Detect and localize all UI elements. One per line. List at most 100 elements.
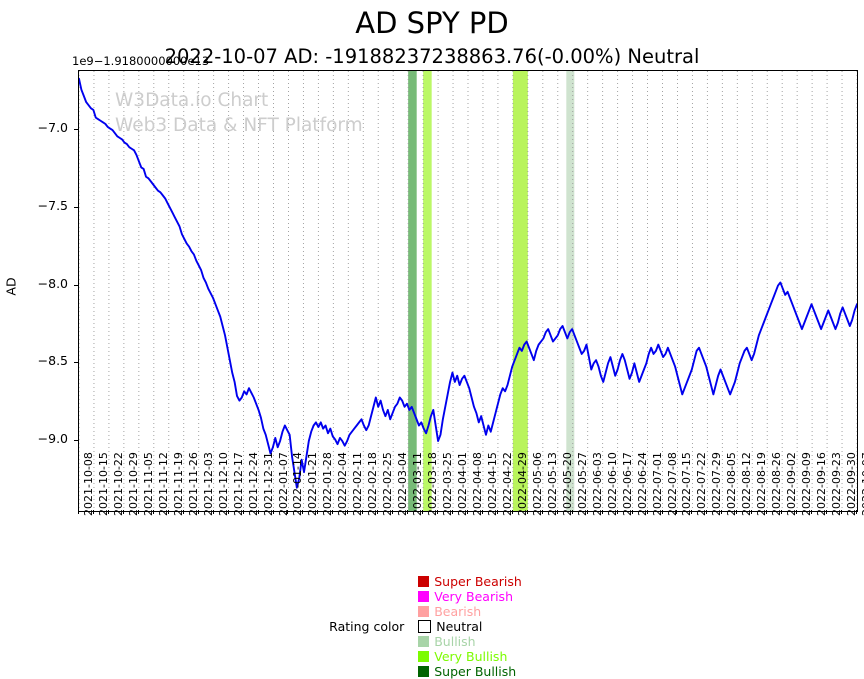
x-tick-mark	[122, 510, 124, 514]
gridlines-group	[79, 71, 857, 511]
legend-label: Very Bearish	[434, 588, 513, 604]
x-tick-mark	[78, 510, 79, 514]
legend-swatch	[418, 619, 432, 633]
x-tick-mark	[541, 510, 543, 514]
x-tick-label: 2022-10-07	[860, 452, 864, 516]
x-tick-mark	[796, 510, 798, 514]
x-tick-mark	[272, 510, 274, 514]
highlight-band	[566, 71, 575, 511]
x-tick-label: 2022-09-09	[800, 452, 814, 516]
x-tick-label: 2022-02-18	[366, 452, 380, 516]
legend-item[interactable]: Very Bullish	[418, 649, 522, 664]
x-tick-mark	[242, 510, 244, 514]
x-tick-label: 2022-06-03	[590, 452, 604, 516]
x-tick-mark	[481, 510, 483, 514]
x-tick-mark	[826, 510, 828, 514]
chart-root: AD SPY PD 2022-10-07 AD: -19188237238863…	[0, 6, 864, 679]
legend-item[interactable]: Bullish	[418, 634, 522, 649]
legend-label: Super Bullish	[434, 663, 517, 679]
data-line-group	[79, 77, 857, 489]
legend-label: Very Bullish	[434, 648, 508, 664]
highlight-bands-group	[408, 71, 575, 511]
x-tick-mark	[302, 510, 304, 514]
x-tick-label: 2022-08-26	[770, 452, 784, 516]
highlight-band	[512, 71, 528, 511]
x-tick-mark	[526, 510, 528, 514]
y-tick-label: −7.0	[37, 120, 68, 136]
legend-item[interactable]: Neutral	[418, 619, 522, 634]
x-tick-mark	[257, 510, 259, 514]
x-tick-mark	[167, 510, 169, 514]
legend-title: Rating color	[329, 618, 405, 634]
y-axis-offset-text: 1e9−1.9180000000e13	[72, 54, 210, 68]
x-tick-mark	[452, 510, 454, 514]
x-tick-label: 2022-04-15	[485, 452, 499, 516]
x-tick-mark	[317, 510, 319, 514]
x-tick-label: 2021-11-19	[171, 452, 185, 516]
x-tick-mark	[467, 510, 468, 514]
x-tick-label: 2022-07-29	[710, 452, 724, 516]
x-tick-label: 2022-07-15	[680, 452, 694, 516]
x-tick-label: 2021-11-05	[141, 452, 155, 516]
x-tick-label: 2022-02-11	[351, 452, 365, 516]
legend-item[interactable]: Super Bearish	[418, 574, 522, 589]
x-tick-mark	[137, 510, 139, 514]
x-tick-label: 2022-04-29	[515, 452, 529, 516]
legend-item[interactable]: Bearish	[418, 604, 522, 619]
legend-label: Neutral	[436, 618, 483, 634]
x-tick-mark	[182, 510, 184, 514]
x-tick-label: 2021-11-26	[186, 452, 200, 516]
x-tick-label: 2022-07-01	[650, 452, 664, 516]
chart-legend: Rating color Super Bearish Very Bearish Be…	[0, 574, 864, 679]
x-tick-label: 2022-09-23	[830, 452, 844, 516]
x-tick-mark	[496, 510, 498, 514]
chart-title: AD SPY PD	[355, 6, 509, 40]
x-tick-mark	[92, 510, 94, 514]
y-tick-mark	[74, 440, 78, 442]
x-tick-label: 2021-10-15	[96, 452, 110, 516]
x-tick-mark	[586, 510, 588, 514]
x-tick-label: 2022-08-05	[725, 452, 739, 516]
y-tick-label: −8.5	[37, 353, 68, 369]
x-tick-label: 2022-07-08	[665, 452, 679, 516]
x-tick-label: 2021-10-22	[111, 452, 125, 516]
x-tick-label: 2021-10-08	[82, 452, 95, 516]
x-tick-mark	[856, 510, 857, 514]
chart-subtitle: 2022-10-07 AD: -19188237238863.76(-0.00%…	[164, 45, 700, 68]
x-tick-label: 2021-12-24	[246, 452, 260, 516]
legend-label: Bullish	[434, 633, 476, 649]
x-tick-mark	[362, 510, 364, 514]
y-tick-label: −7.5	[37, 197, 68, 213]
x-tick-label: 2022-01-07	[276, 452, 290, 516]
x-tick-label: 2021-12-17	[231, 452, 245, 516]
x-tick-label: 2022-09-02	[785, 452, 799, 516]
x-tick-mark	[691, 510, 693, 514]
y-tick-label: −9.0	[37, 431, 68, 447]
legend-item[interactable]: Super Bullish	[418, 664, 522, 679]
x-tick-label: 2022-01-14	[291, 452, 305, 516]
x-tick-mark	[227, 510, 229, 514]
x-tick-mark	[571, 510, 573, 514]
x-tick-mark	[706, 510, 708, 514]
x-tick-label: 2022-05-06	[530, 452, 544, 516]
x-tick-mark	[661, 510, 663, 514]
x-tick-mark	[721, 510, 723, 514]
x-tick-mark	[781, 510, 783, 514]
x-tick-mark	[287, 510, 289, 514]
x-tick-mark	[422, 510, 424, 514]
legend-items: Super Bearish Very Bearish Bearish Neutral B…	[418, 574, 535, 679]
x-tick-mark	[601, 510, 603, 514]
x-tick-mark	[407, 510, 409, 514]
x-tick-mark	[152, 510, 154, 514]
legend-swatch	[418, 635, 430, 647]
x-tick-label: 2021-12-31	[261, 452, 275, 516]
legend-item[interactable]: Very Bearish	[418, 589, 522, 604]
x-tick-label: 2022-01-28	[321, 452, 335, 516]
x-tick-label: 2022-06-10	[605, 452, 619, 516]
x-tick-label: 2022-04-22	[500, 452, 514, 516]
x-tick-mark	[841, 510, 843, 514]
x-tick-mark	[437, 510, 439, 514]
plot-area: W3Data.io Chart Web3 Data & NFT Platform	[78, 70, 858, 512]
x-tick-label: 2022-09-30	[845, 452, 859, 516]
legend-swatch	[418, 665, 430, 677]
